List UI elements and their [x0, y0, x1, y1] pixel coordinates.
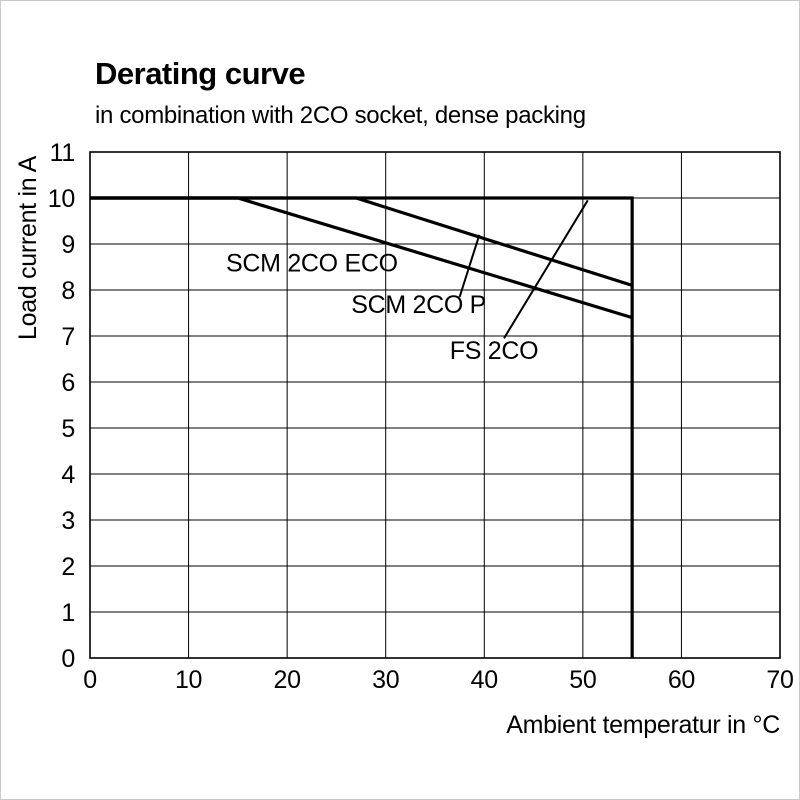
chart-subtitle: in combination with 2CO socket, dense pa… — [95, 102, 586, 129]
series-label-leader-fs-2co — [503, 199, 589, 339]
x-tick-label-20: 20 — [274, 666, 301, 694]
series-label-scm-2co-p: SCM 2CO P — [351, 291, 486, 319]
series-line-scm-2co-eco — [90, 196, 633, 320]
y-tick-label-3: 3 — [61, 507, 75, 535]
y-tick-label-2: 2 — [61, 553, 75, 581]
series-label-scm-2co-eco: SCM 2CO ECO — [226, 250, 398, 278]
plot-border — [89, 151, 781, 659]
x-axis-label: Ambient temperatur in °C — [506, 711, 780, 739]
x-tick-label-50: 50 — [569, 666, 596, 694]
series-label-leader-scm-2co-p — [458, 234, 481, 298]
series-label-fs-2co: FS 2CO — [450, 337, 539, 365]
y-tick-label-1: 1 — [61, 599, 75, 627]
y-tick-label-7: 7 — [61, 323, 75, 351]
y-tick-label-10: 10 — [48, 185, 75, 213]
x-tick-label-40: 40 — [471, 666, 498, 694]
y-tick-label-9: 9 — [61, 231, 75, 259]
x-tick-label-10: 10 — [175, 666, 202, 694]
y-tick-label-5: 5 — [61, 415, 75, 443]
y-tick-label-8: 8 — [61, 277, 75, 305]
y-axis-label: Load current in A — [14, 155, 42, 340]
y-tick-label-4: 4 — [61, 461, 75, 489]
x-tick-label-60: 60 — [668, 666, 695, 694]
y-tick-label-0: 0 — [61, 645, 75, 673]
x-tick-label-30: 30 — [372, 666, 399, 694]
x-tick-label-70: 70 — [766, 666, 793, 694]
y-tick-label-11: 11 — [50, 139, 75, 167]
y-tick-label-6: 6 — [61, 369, 75, 397]
chart-title: Derating curve — [95, 56, 306, 91]
x-tick-label-0: 0 — [83, 666, 97, 694]
